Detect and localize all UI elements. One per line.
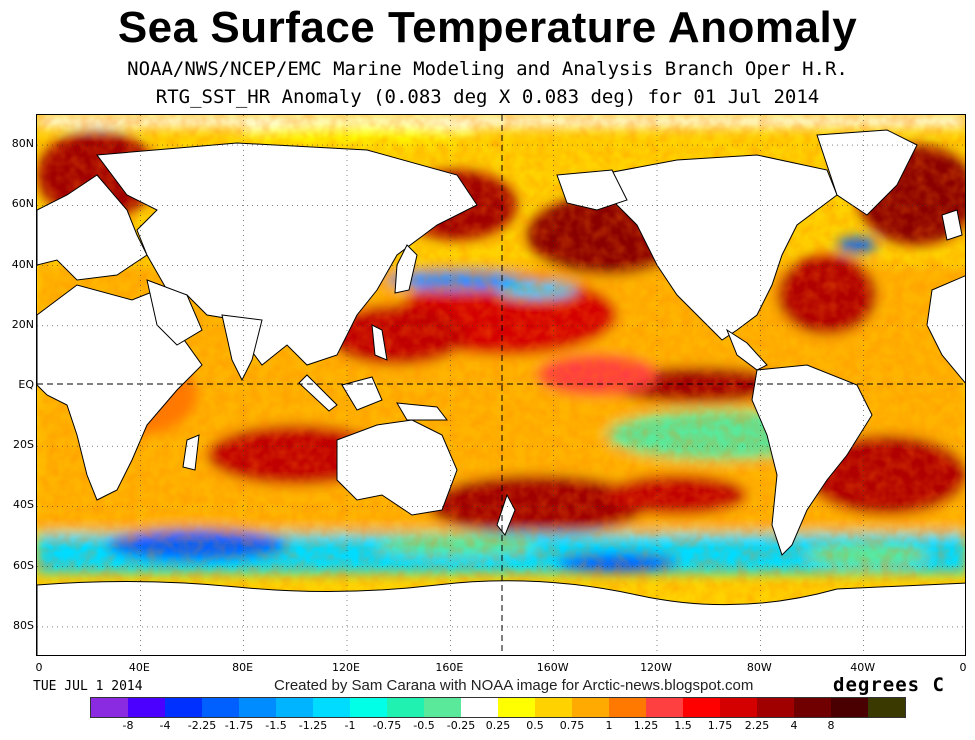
north-america bbox=[596, 154, 838, 341]
colorbar-label: 1 bbox=[605, 719, 613, 732]
lon-label-40e-1: 40E bbox=[128, 661, 150, 674]
colorbar-label: -2.25 bbox=[187, 719, 217, 732]
philippines bbox=[371, 324, 388, 361]
new-guinea bbox=[396, 402, 449, 421]
lat-label-60n: 60N bbox=[11, 197, 34, 211]
colorbar-swatch bbox=[646, 698, 683, 717]
colorbar-swatch bbox=[757, 698, 794, 717]
colorbar-label: -0.25 bbox=[446, 719, 476, 732]
lon-label-80w-7: 80W bbox=[746, 661, 772, 674]
lon-label-80e-2: 80E bbox=[232, 661, 254, 674]
lon-label-120e-3: 120E bbox=[332, 661, 360, 674]
colorbar-label: 1.25 bbox=[633, 719, 659, 732]
japan bbox=[394, 244, 418, 294]
colorbar-swatch bbox=[276, 698, 313, 717]
lat-label-60s: 60S bbox=[13, 558, 34, 572]
colorbar-label: -1.75 bbox=[224, 719, 254, 732]
lat-label-80n: 80N bbox=[11, 137, 34, 151]
map-subtitle-product: RTG_SST_HR Anomaly (0.083 deg X 0.083 de… bbox=[155, 86, 820, 108]
colorbar-swatch bbox=[313, 698, 350, 717]
lat-label-40s: 40S bbox=[13, 498, 34, 512]
africa-west-edge bbox=[926, 275, 965, 384]
colorbar-label: -4 bbox=[159, 719, 171, 732]
south-america bbox=[751, 364, 873, 556]
map-canvas bbox=[37, 115, 965, 655]
colorbar-swatch bbox=[683, 698, 720, 717]
colorbar-swatch bbox=[350, 698, 387, 717]
colorbar-label: 1.5 bbox=[674, 719, 692, 732]
colorbar-swatch bbox=[831, 698, 868, 717]
arabia bbox=[146, 279, 203, 346]
colorbar-swatch bbox=[461, 698, 498, 717]
greenland bbox=[816, 129, 918, 216]
australia bbox=[336, 419, 458, 516]
africa bbox=[37, 284, 203, 501]
credit-text: Created by Sam Carana with NOAA image fo… bbox=[274, 677, 754, 694]
colorbar-swatch bbox=[202, 698, 239, 717]
colorbar-swatch bbox=[128, 698, 165, 717]
sst-anomaly-map[interactable] bbox=[36, 114, 966, 656]
landmasses bbox=[37, 129, 965, 556]
lon-label-0-9: 0 bbox=[959, 661, 967, 674]
colorbar-label: 0.25 bbox=[485, 719, 511, 732]
colorbar-swatch bbox=[572, 698, 609, 717]
india bbox=[221, 314, 263, 382]
asia bbox=[96, 142, 478, 366]
lat-label-eq: EQ bbox=[18, 378, 34, 391]
indonesia-borneo bbox=[341, 376, 383, 411]
lon-label-160e-4: 160E bbox=[435, 661, 464, 674]
colorbar-label: 8 bbox=[827, 719, 835, 732]
colorbar-label: -0.75 bbox=[372, 719, 402, 732]
colorbar-label: -1.5 bbox=[265, 719, 287, 732]
colorbar-label: -1 bbox=[344, 719, 356, 732]
colorbar-label: 0.5 bbox=[526, 719, 544, 732]
colorbar-label: 1.75 bbox=[707, 719, 733, 732]
lat-label-40n: 40N bbox=[11, 257, 34, 271]
colorbar bbox=[90, 697, 906, 718]
colorbar-swatch bbox=[868, 698, 905, 717]
british-isles bbox=[941, 209, 963, 241]
colorbar-swatch bbox=[239, 698, 276, 717]
colorbar-label: -1.25 bbox=[298, 719, 328, 732]
lat-label-20s: 20S bbox=[13, 438, 34, 452]
map-subtitle-source: NOAA/NWS/NCEP/EMC Marine Modeling and An… bbox=[127, 58, 848, 80]
alaska bbox=[556, 169, 628, 211]
colorbar-swatch bbox=[498, 698, 535, 717]
lon-label-160w-5: 160W bbox=[536, 661, 569, 674]
colorbar-swatch bbox=[720, 698, 757, 717]
lat-label-80s: 80S bbox=[13, 618, 34, 632]
colorbar-label: 0.75 bbox=[559, 719, 585, 732]
colorbar-swatch bbox=[387, 698, 424, 717]
antarctica bbox=[37, 580, 965, 655]
colorbar-swatch bbox=[609, 698, 646, 717]
colorbar-swatch bbox=[535, 698, 572, 717]
lat-label-20n: 20N bbox=[11, 317, 34, 331]
colorbar-label: -8 bbox=[122, 719, 134, 732]
central-america bbox=[725, 328, 768, 371]
madagascar bbox=[182, 434, 200, 471]
colorbar-swatch bbox=[794, 698, 831, 717]
lon-label-0-0: 0 bbox=[35, 661, 43, 674]
map-title: Sea Surface Temperature Anomaly bbox=[117, 3, 858, 52]
lon-label-120w-6: 120W bbox=[640, 661, 672, 674]
colorbar-label: -0.5 bbox=[413, 719, 435, 732]
colorbar-swatch bbox=[91, 698, 128, 717]
colorbar-units: degrees C bbox=[833, 674, 945, 696]
colorbar-label: 4 bbox=[790, 719, 798, 732]
colorbar-swatch bbox=[165, 698, 202, 717]
colorbar-label: 2.25 bbox=[744, 719, 770, 732]
colorbar-swatch bbox=[424, 698, 461, 717]
footer-date: TUE JUL 1 2014 bbox=[33, 679, 143, 694]
lon-label-40w-8: 40W bbox=[850, 661, 876, 674]
